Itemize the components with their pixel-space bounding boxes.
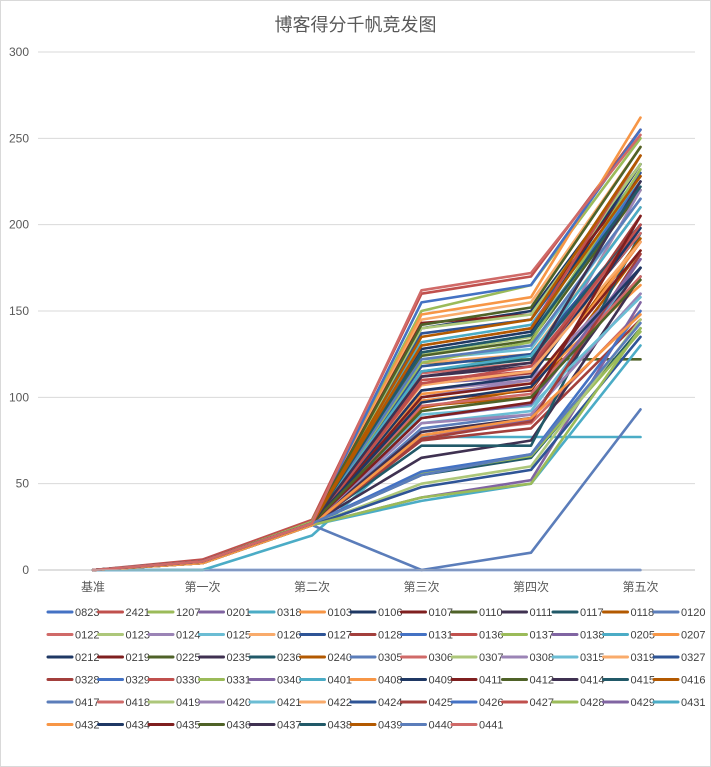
legend-label: 0411 [479,675,503,687]
x-tick-label: 第四次 [513,580,549,594]
legend-label: 0330 [176,675,200,687]
legend-label: 0440 [429,720,453,732]
legend-label: 0315 [580,652,604,664]
legend-label: 0120 [681,607,705,619]
y-tick-label: 250 [9,131,29,145]
y-tick-label: 100 [9,390,29,404]
x-tick-label: 基准 [81,580,105,594]
legend-label: 0435 [176,720,200,732]
legend-label: 0438 [328,720,352,732]
legend-label: 0428 [580,697,604,709]
legend-label: 0401 [328,675,352,687]
legend-label: 0131 [429,630,453,642]
legend-label: 0319 [631,652,655,664]
y-tick-label: 300 [9,45,29,59]
legend-label: 0424 [378,697,402,709]
legend-label: 0126 [277,630,301,642]
legend-label: 0331 [227,675,251,687]
x-tick-label: 第二次 [294,580,330,594]
legend-label: 0118 [631,607,655,619]
legend-label: 0307 [479,652,503,664]
legend-label: 0441 [479,720,503,732]
legend-label: 0415 [631,675,655,687]
legend-label: 1207 [176,607,200,619]
legend-label: 0328 [75,675,99,687]
y-tick-label: 0 [22,563,29,577]
series-lines [91,116,642,572]
legend-label: 0427 [530,697,554,709]
legend-label: 0122 [75,630,99,642]
legend-label: 0432 [75,720,99,732]
series-line [91,313,642,572]
legend-label: 0106 [378,607,402,619]
x-tick-label: 第一次 [184,580,220,594]
legend-label: 0235 [227,652,251,664]
legend-label: 0417 [75,697,99,709]
legend: 0823 2421 1207 0201 0318 0103 0106 0107 0110 0111… [46,607,705,732]
legend-label: 0425 [429,697,453,709]
legend-label: 0408 [378,675,402,687]
legend-label: 0436 [227,720,251,732]
legend-label: 0136 [479,630,503,642]
legend-label: 0426 [479,697,503,709]
legend-label: 0305 [378,652,402,664]
legend-label: 0327 [681,652,705,664]
legend-label: 0205 [631,630,655,642]
legend-label: 0422 [328,697,352,709]
series-line [91,133,642,572]
legend-label: 0418 [126,697,150,709]
legend-label: 0419 [176,697,200,709]
x-axis: 基准 第一次 第二次 第三次 第四次 第五次 [38,569,695,594]
legend-label: 0110 [479,607,503,619]
legend-label: 0439 [378,720,402,732]
legend-label: 0128 [378,630,402,642]
legend-label: 0137 [530,630,554,642]
legend-label: 0434 [126,720,150,732]
legend-label: 0127 [328,630,352,642]
legend-label: 0124 [176,630,200,642]
legend-label: 0103 [328,607,352,619]
legend-label: 0318 [277,607,301,619]
legend-label: 0431 [681,697,705,709]
legend-label: 0306 [429,652,453,664]
legend-label: 0412 [530,675,554,687]
legend-label: 0421 [277,697,301,709]
y-tick-label: 50 [16,477,30,491]
legend-label: 0420 [227,697,251,709]
legend-label: 0225 [176,652,200,664]
y-tick-label: 200 [9,218,29,232]
series-line [91,116,642,572]
x-tick-label: 第五次 [622,580,658,594]
legend-label: 0219 [126,652,150,664]
legend-label: 0409 [429,675,453,687]
legend-label: 0236 [277,652,301,664]
legend-label: 0123 [126,630,150,642]
legend-label: 0117 [580,607,604,619]
legend-label: 0437 [277,720,301,732]
legend-label: 0340 [277,675,301,687]
legend-label: 0240 [328,652,352,664]
chart-title: 博客得分千帆竞发图 [274,15,437,35]
legend-label: 0429 [631,697,655,709]
legend-label: 0111 [530,607,553,619]
legend-label: 0329 [126,675,150,687]
legend-label: 0138 [580,630,604,642]
legend-label: 0416 [681,675,705,687]
legend-label: 0212 [75,652,99,664]
y-axis-ticks: 0 50 100 150 200 250 300 [9,45,29,577]
legend-label: 0207 [681,630,705,642]
legend-label: 2421 [126,607,150,619]
legend-label: 0201 [227,607,251,619]
legend-label: 0107 [429,607,453,619]
legend-label: 0823 [75,607,99,619]
legend-label: 0414 [580,675,604,687]
x-tick-label: 第三次 [403,580,439,594]
legend-label: 0308 [530,652,554,664]
y-tick-label: 150 [9,304,29,318]
legend-label: 0125 [227,630,251,642]
